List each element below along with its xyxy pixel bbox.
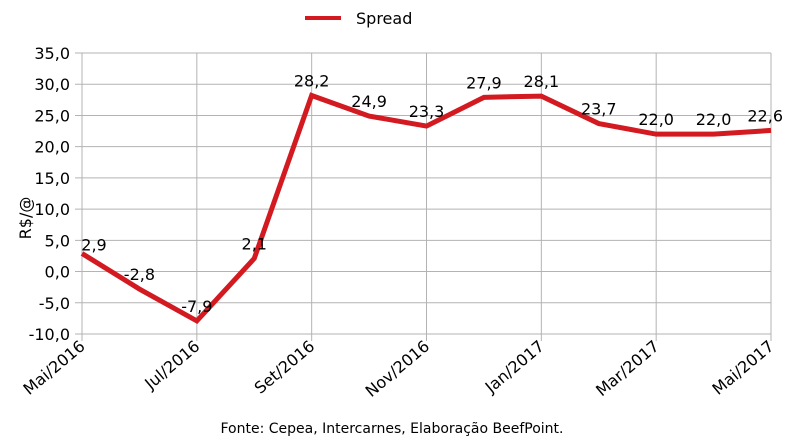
x-tick-label: Mai/2016 <box>20 337 89 399</box>
y-tick-label: 25,0 <box>34 106 70 125</box>
data-label: -2,8 <box>124 265 155 284</box>
y-tick-label: 30,0 <box>34 75 70 94</box>
y-tick-label: -10,0 <box>29 325 70 344</box>
x-tick-label: Nov/2016 <box>362 337 433 401</box>
legend: Spread <box>305 9 412 28</box>
y-tick-label: 15,0 <box>34 169 70 188</box>
data-label: 22,0 <box>638 110 674 129</box>
x-tick-label: Mai/2017 <box>709 337 778 399</box>
data-label: 24,9 <box>351 92 387 111</box>
x-tick-label: Jul/2016 <box>140 337 203 394</box>
data-labels: 2,9 -2,8 -7,9 2,1 28,2 24,9 23,3 27,9 28,1 23,7 22… <box>81 71 783 321</box>
source-note: Fonte: Cepea, Intercarnes, Elaboração Be… <box>220 421 563 437</box>
data-label: 22,0 <box>696 110 732 129</box>
data-label: 2,9 <box>81 235 106 254</box>
data-label: 27,9 <box>466 73 502 92</box>
y-tick-label: 35,0 <box>34 44 70 63</box>
y-axis-ticks: -10,0 -5,0 0,0 5,0 10,0 15,0 20,0 25,0 30,0 35,0 <box>29 44 70 344</box>
y-tick-label: 0,0 <box>45 263 70 282</box>
x-tick-label: Set/2016 <box>251 337 319 398</box>
y-tick-label: -5,0 <box>39 294 70 313</box>
data-label: 2,1 <box>242 234 267 253</box>
y-tick-label: 20,0 <box>34 138 70 157</box>
data-label: 28,1 <box>524 72 560 91</box>
y-tick-label: 5,0 <box>45 231 70 250</box>
data-label: 23,7 <box>581 100 617 119</box>
y-tick-label: 10,0 <box>34 200 70 219</box>
data-label: 22,6 <box>747 106 783 125</box>
x-axis-ticks: Mai/2016 Jul/2016 Set/2016 Nov/2016 Jan/2017… <box>20 337 778 401</box>
data-label: -7,9 <box>181 297 212 316</box>
data-label: 28,2 <box>294 71 330 90</box>
x-tick-label: Mar/2017 <box>592 337 663 401</box>
data-label: 23,3 <box>409 102 445 121</box>
x-tick-label: Jan/2017 <box>481 337 548 398</box>
y-axis-label: R$/@ <box>16 197 35 240</box>
legend-label-spread: Spread <box>356 9 412 28</box>
grid-lines <box>75 53 771 341</box>
